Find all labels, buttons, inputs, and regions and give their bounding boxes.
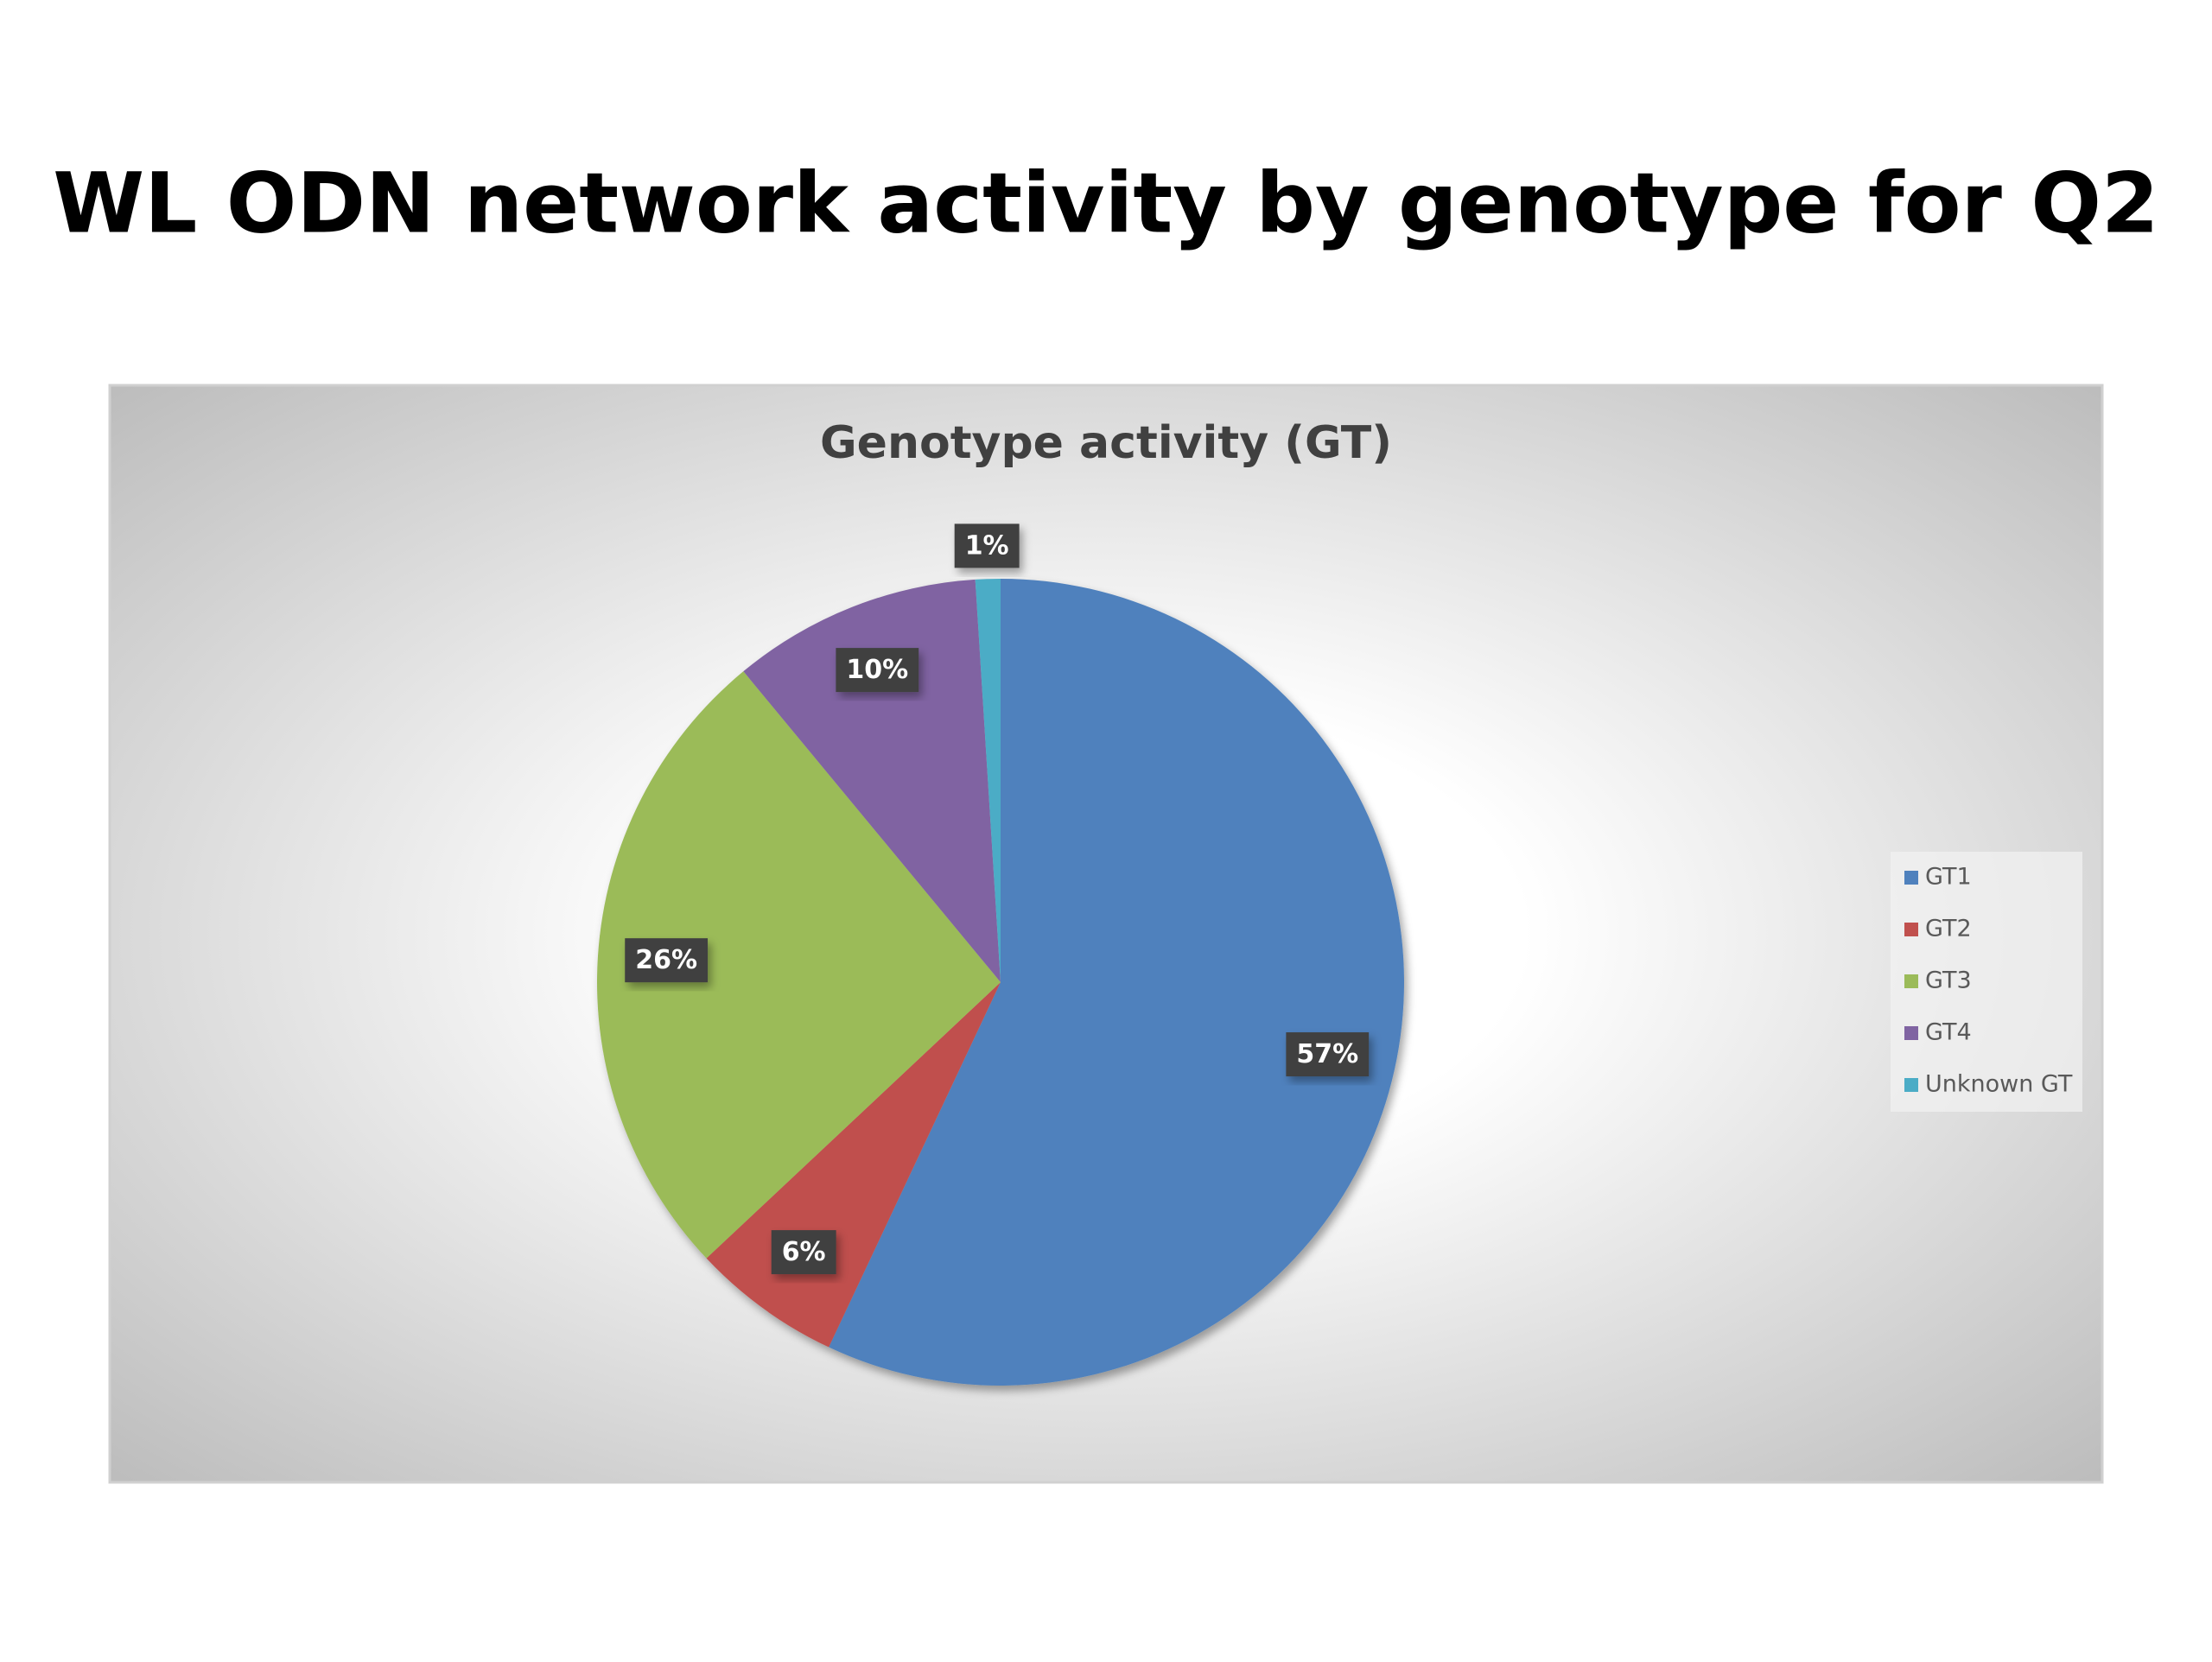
legend-box: [1891, 852, 2082, 1112]
legend-label: GT1: [1925, 864, 1972, 891]
data-label-box: [771, 1230, 836, 1275]
data-label: 1%: [965, 530, 1009, 561]
slide-title: WL ODN network activity by genotype for …: [53, 155, 2158, 251]
legend-label: Unknown GT: [1925, 1071, 2073, 1098]
data-label: 10%: [846, 655, 908, 685]
legend-swatch: [1904, 1026, 1918, 1040]
pie-slice: [829, 579, 1405, 1386]
data-label-box: [1286, 1032, 1370, 1077]
data-label-box: [836, 648, 919, 693]
data-label: 6%: [782, 1237, 826, 1267]
legend-swatch: [1904, 1078, 1918, 1092]
pie-slice: [975, 579, 1001, 982]
legend-label: GT3: [1925, 967, 1972, 994]
legend-swatch: [1904, 923, 1918, 936]
data-label-box: [954, 523, 1020, 568]
data-label-box: [625, 938, 709, 983]
legend-label: GT4: [1925, 1019, 1972, 1046]
pie-slice: [597, 671, 1001, 1259]
legend-swatch: [1904, 871, 1918, 885]
legend-swatch: [1904, 974, 1918, 988]
chart-title: Genotype activity (GT): [820, 417, 1392, 469]
legend-label: GT2: [1925, 916, 1972, 942]
pie: [597, 579, 1405, 1386]
pie-slice: [743, 579, 1001, 982]
data-label: 26%: [635, 945, 697, 975]
data-label: 57%: [1296, 1039, 1358, 1069]
